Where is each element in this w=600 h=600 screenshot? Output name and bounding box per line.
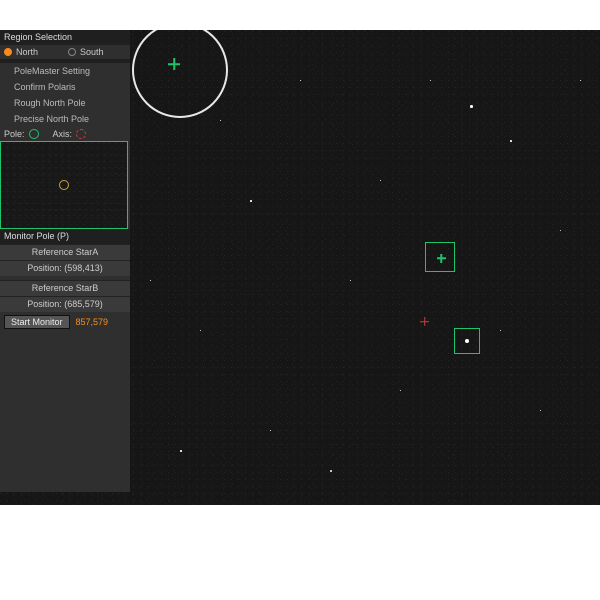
reference-star-b-title[interactable]: Reference StarB	[0, 280, 130, 296]
axis-legend-icon	[76, 129, 86, 139]
pole-legend-icon	[29, 129, 39, 139]
north-label: North	[16, 47, 38, 57]
menu-polemaster-setting[interactable]: PoleMaster Setting	[0, 63, 130, 79]
axis-legend-label: Axis:	[53, 129, 73, 139]
sidebar-spacer	[0, 332, 130, 492]
region-selection-header: Region Selection	[0, 30, 130, 45]
legend-row: Pole: Axis:	[0, 127, 130, 141]
menu-confirm-polaris[interactable]: Confirm Polaris	[0, 79, 130, 95]
reference-star-a-title[interactable]: Reference StarA	[0, 244, 130, 260]
reference-star-a-position: Position: (598,413)	[0, 260, 130, 276]
star	[510, 140, 512, 142]
star	[250, 200, 252, 202]
star	[180, 450, 182, 452]
pole-center-crosshair	[168, 58, 180, 70]
reference-star-b-center	[465, 339, 469, 343]
north-radio[interactable]	[4, 48, 12, 56]
reference-star-b-position: Position: (685,579)	[0, 296, 130, 312]
reference-star-a-crosshair	[437, 254, 446, 263]
south-radio[interactable]	[68, 48, 76, 56]
axis-crosshair	[420, 317, 429, 326]
preview-target-ring	[59, 180, 69, 190]
app-frame: Region Selection North South PoleMaster …	[0, 0, 600, 600]
reference-star-a-box[interactable]	[425, 242, 455, 272]
monitor-pole-header: Monitor Pole (P)	[0, 229, 130, 244]
hemisphere-radio-group: North South	[0, 45, 130, 59]
reference-star-b-box[interactable]	[454, 328, 480, 354]
menu-precise-north-pole[interactable]: Precise North Pole	[0, 111, 130, 127]
cursor-coord: 857,579	[76, 317, 109, 327]
app-window: Region Selection North South PoleMaster …	[0, 30, 600, 505]
south-label: South	[80, 47, 104, 57]
menu-rough-north-pole[interactable]: Rough North Pole	[0, 95, 130, 111]
monitor-button-row: Start Monitor 857,579	[0, 312, 130, 332]
star	[470, 105, 473, 108]
pole-legend-label: Pole:	[4, 129, 25, 139]
start-monitor-button[interactable]: Start Monitor	[4, 315, 70, 329]
zoom-preview	[0, 141, 128, 229]
sidebar: Region Selection North South PoleMaster …	[0, 30, 130, 492]
